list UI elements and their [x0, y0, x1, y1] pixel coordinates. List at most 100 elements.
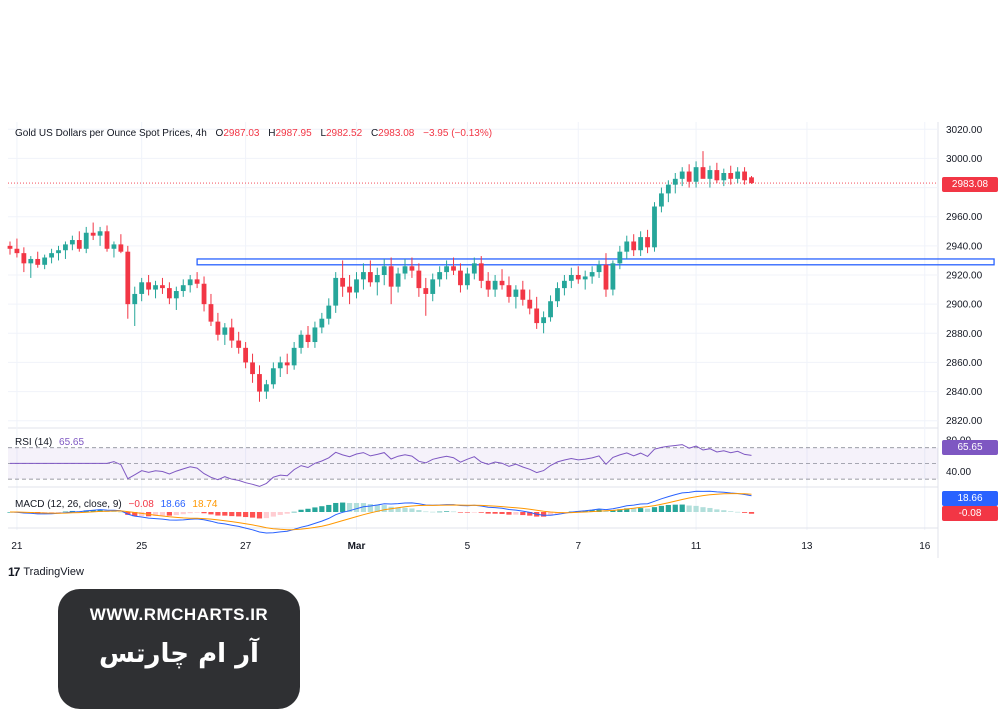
macd-hist-bar: [263, 512, 270, 519]
high-value: 2987.95: [275, 128, 312, 139]
rsi-tag: 65.65: [942, 440, 998, 455]
candle-body: [180, 285, 186, 292]
price-tag: 2983.08: [942, 177, 998, 192]
candle-body: [56, 250, 61, 254]
candle-body: [284, 362, 290, 366]
macd-hist-bar: [319, 506, 325, 512]
candle-body: [728, 173, 734, 179]
y-tick-label: 2840.00: [946, 387, 983, 398]
macd-hist-bar: [638, 508, 644, 512]
candle-body: [395, 273, 401, 287]
macd-hist-bar: [159, 512, 166, 516]
candle-body: [617, 251, 623, 264]
macd-hist-bar: [132, 512, 138, 517]
macd-hist-bar: [672, 504, 678, 512]
macd-hist-bar: [388, 506, 394, 512]
low-label: L: [320, 128, 326, 139]
candle-body: [478, 263, 484, 281]
candle-body: [118, 244, 124, 252]
candle-body: [388, 266, 394, 287]
macd-hist-bar: [374, 504, 380, 512]
candle-body: [367, 272, 373, 283]
macd-hist-bar: [298, 509, 304, 512]
candle-body: [7, 245, 13, 249]
macd-hist-bar: [222, 512, 228, 516]
candle-body: [146, 282, 151, 290]
candle-body: [69, 240, 75, 245]
candle-body: [693, 167, 699, 182]
close-label: C: [370, 128, 379, 139]
macd-hist-bar: [270, 512, 276, 517]
candle-body: [520, 289, 526, 300]
macd-hist-bar: [735, 511, 741, 513]
symbol-title: Gold US Dollars per Ounce Spot Prices, 4…: [15, 128, 207, 139]
macd-hist-bar: [48, 512, 55, 513]
rsi-value: 65.65: [59, 437, 85, 448]
rsi-pane: [8, 444, 938, 487]
candles: [7, 151, 754, 402]
macd-hist-bar: [693, 505, 699, 512]
candle-body: [492, 280, 498, 290]
macd-hist-bar: [409, 508, 415, 512]
candle-body: [125, 251, 131, 305]
macd-hist-bar: [700, 507, 706, 512]
candle-body: [160, 285, 165, 289]
macd-hist-bar: [367, 504, 373, 512]
macd-hist-bar: [166, 512, 172, 516]
candle-body: [735, 171, 741, 179]
candle-body: [264, 384, 269, 392]
macd-hist-bar: [305, 508, 311, 512]
macd-hist-bar: [326, 504, 332, 512]
macd-hist-bar: [194, 512, 200, 513]
candle-body: [187, 279, 193, 286]
candle-body: [312, 327, 318, 343]
candle-body: [28, 258, 34, 264]
candle-body: [63, 244, 68, 251]
macd-hist-bar: [125, 512, 131, 515]
badge-persian-name: آر ام چارتس: [99, 639, 259, 669]
candle-body: [742, 171, 747, 181]
candle-body: [270, 368, 276, 385]
candle-body: [333, 277, 339, 306]
y-tick-label: 2900.00: [946, 300, 983, 311]
x-tick-label: 5: [465, 541, 471, 552]
macd-hist-bar: [243, 512, 249, 518]
candle-body: [548, 301, 553, 318]
y-tick-label: 2920.00: [946, 271, 983, 282]
candle-body: [582, 276, 588, 280]
rsi-line: [10, 444, 752, 487]
hist-tag: -0.08: [942, 506, 998, 521]
x-tick-label: 27: [240, 541, 252, 552]
macd-hist-bar: [603, 510, 609, 512]
candle-body: [672, 178, 678, 185]
candle-body: [444, 266, 449, 273]
candle-body: [14, 248, 20, 254]
candle-body: [402, 266, 408, 274]
macd-hist-bar: [728, 511, 734, 512]
candle-body: [562, 280, 567, 289]
macd-hist-bar: [416, 510, 422, 512]
macd-signal-value: 18.74: [192, 499, 218, 510]
y-tick-label: 2960.00: [946, 212, 983, 223]
candle-body: [416, 270, 422, 289]
macd-hist-bar: [152, 512, 159, 516]
tradingview-logo[interactable]: 17 TradingView: [8, 565, 84, 579]
macd-hist-bar: [437, 511, 443, 513]
macd-hist-bar: [430, 511, 436, 513]
resistance-zone: [196, 258, 995, 266]
candle-body: [166, 288, 172, 299]
macd-hist-bar: [229, 512, 235, 517]
macd-hist-bar: [527, 512, 533, 516]
candle-body: [250, 362, 255, 375]
candle-body: [21, 253, 27, 264]
rsi-label: RSI (14): [15, 437, 53, 448]
macd-value: 18.66: [160, 499, 186, 510]
watermark-badge: WWW.RMCHARTS.IR آر ام چارتس: [58, 589, 300, 709]
y-tick-label: 2820.00: [946, 416, 983, 427]
candle-body: [361, 272, 366, 280]
macd-hist-bar: [541, 512, 547, 517]
y-tick-label: 3020.00: [946, 125, 983, 136]
macd-hist-bar: [139, 512, 145, 517]
x-tick-label: 21: [11, 541, 23, 552]
